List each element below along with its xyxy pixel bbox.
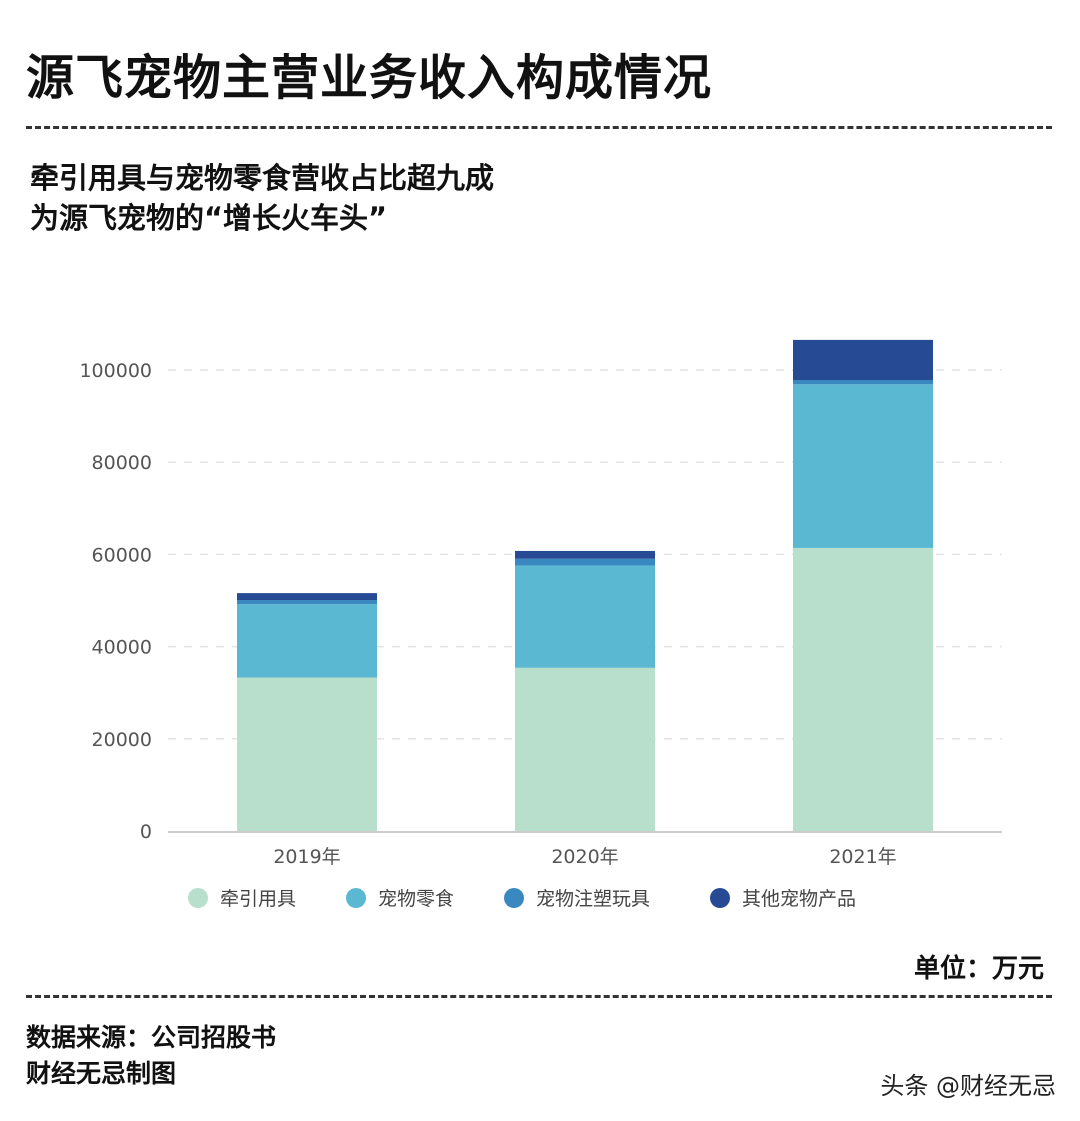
bar-segment-1-1 <box>515 565 655 668</box>
bar-segment-2-0 <box>793 547 933 831</box>
legend-label: 牵引用具 <box>220 888 296 910</box>
source-text: 数据来源：公司招股书 <box>26 1023 277 1052</box>
source-block: 数据来源：公司招股书 财经无忌制图 <box>26 1020 276 1092</box>
y-tick-label: 80000 <box>92 452 152 474</box>
y-tick-label: 0 <box>140 821 152 843</box>
unit-label: 单位：万元 <box>913 954 1044 984</box>
bar-segment-1-0 <box>515 667 655 831</box>
bar-segment-2-1 <box>793 384 933 548</box>
y-tick-label: 40000 <box>92 637 152 659</box>
legend-marker <box>188 888 208 908</box>
divider <box>26 995 1052 998</box>
bar-segment-2-3 <box>793 339 933 381</box>
watermark: 头条 @财经无忌 <box>880 1072 1056 1100</box>
x-tick-label: 2020年 <box>551 846 618 868</box>
x-tick-label: 2019年 <box>273 846 340 868</box>
stacked-bar-chart: 0 20000 40000 60000 80000 100000 2019年 2020年 202… <box>79 339 1002 910</box>
bar-segment-0-2 <box>237 600 377 605</box>
maker-text: 财经无忌制图 <box>26 1059 177 1088</box>
bar-segment-0-3 <box>237 593 377 601</box>
legend-marker <box>504 888 524 908</box>
bar-segment-1-3 <box>515 550 655 559</box>
bar-segment-0-1 <box>237 604 377 678</box>
bar-segment-1-2 <box>515 558 655 566</box>
page-title: 源飞宠物主营业务收入构成情况 <box>26 50 713 106</box>
subtitle: 牵引用具与宠物零食营收占比超九成 为源飞宠物的“增长火车头” <box>30 158 494 238</box>
y-tick-label: 100000 <box>79 360 152 382</box>
legend-marker <box>710 888 730 908</box>
divider <box>26 126 1052 129</box>
legend-label: 其他宠物产品 <box>742 888 856 910</box>
y-tick-label: 60000 <box>92 544 152 566</box>
legend-label: 宠物注塑玩具 <box>536 888 650 910</box>
y-tick-label: 20000 <box>92 729 152 751</box>
legend-label: 宠物零食 <box>378 888 454 910</box>
legend-marker <box>346 888 366 908</box>
x-tick-label: 2021年 <box>829 846 896 868</box>
subtitle-line-2: 为源飞宠物的“增长火车头” <box>30 201 388 235</box>
bar-segment-2-2 <box>793 380 933 385</box>
bar-segment-0-0 <box>237 677 377 831</box>
subtitle-line-1: 牵引用具与宠物零食营收占比超九成 <box>30 161 495 195</box>
